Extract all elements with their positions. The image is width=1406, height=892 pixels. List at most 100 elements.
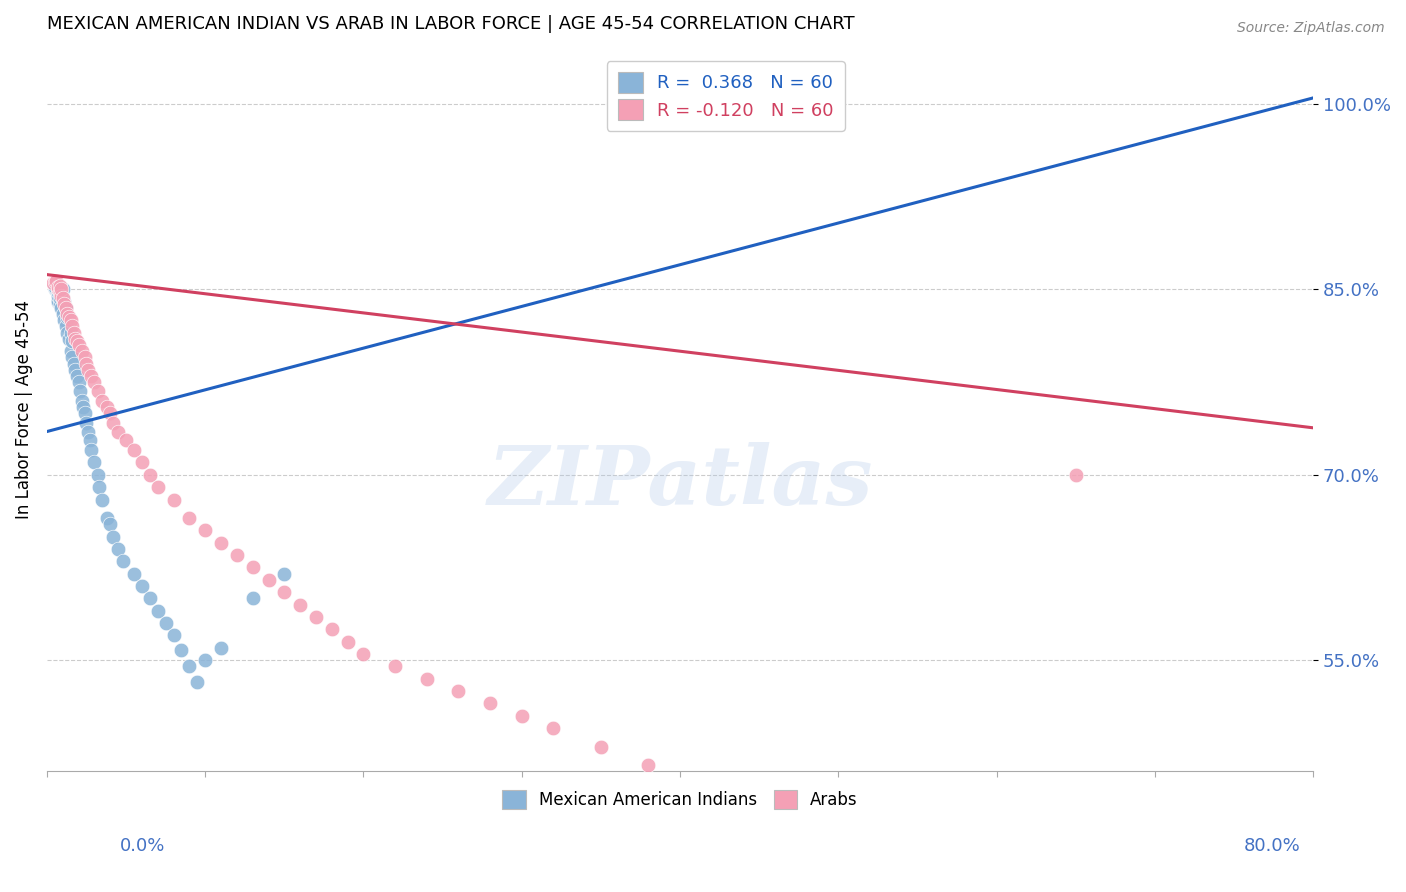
Point <box>107 541 129 556</box>
Point <box>179 659 201 673</box>
Text: Source: ZipAtlas.com: Source: ZipAtlas.com <box>1237 21 1385 35</box>
Point <box>58 310 80 324</box>
Point <box>46 282 69 296</box>
Point <box>48 291 70 305</box>
Point <box>48 285 70 299</box>
Point <box>49 301 72 315</box>
Point <box>59 344 82 359</box>
Point <box>52 291 75 305</box>
Point <box>122 566 145 581</box>
Point <box>146 480 169 494</box>
Point <box>77 363 100 377</box>
Point <box>131 579 153 593</box>
Point <box>49 285 72 299</box>
Point <box>131 455 153 469</box>
Point <box>83 375 105 389</box>
Point <box>139 591 162 606</box>
Point <box>589 739 612 754</box>
Text: 80.0%: 80.0% <box>1244 837 1301 855</box>
Point <box>139 467 162 482</box>
Point <box>58 332 80 346</box>
Point <box>60 319 83 334</box>
Point <box>53 313 76 327</box>
Point <box>46 282 69 296</box>
Point <box>53 294 76 309</box>
Point <box>194 524 217 538</box>
Point <box>96 511 118 525</box>
Point <box>353 647 375 661</box>
Legend: Mexican American Indians, Arabs: Mexican American Indians, Arabs <box>494 781 866 817</box>
Point <box>79 433 101 447</box>
Point <box>321 622 343 636</box>
Text: MEXICAN AMERICAN INDIAN VS ARAB IN LABOR FORCE | AGE 45-54 CORRELATION CHART: MEXICAN AMERICAN INDIAN VS ARAB IN LABOR… <box>46 15 855 33</box>
Point <box>44 275 66 289</box>
Point <box>52 282 75 296</box>
Point <box>62 326 84 340</box>
Point <box>115 433 138 447</box>
Point <box>83 455 105 469</box>
Point <box>59 313 82 327</box>
Point <box>288 598 311 612</box>
Point <box>98 406 121 420</box>
Point <box>44 282 66 296</box>
Point <box>162 492 184 507</box>
Point <box>273 585 295 599</box>
Point <box>96 400 118 414</box>
Point <box>70 344 93 359</box>
Point <box>77 425 100 439</box>
Point <box>194 653 217 667</box>
Point <box>46 294 69 309</box>
Point <box>52 293 75 307</box>
Point <box>73 406 96 420</box>
Point <box>67 375 90 389</box>
Point <box>107 425 129 439</box>
Point <box>65 363 87 377</box>
Point <box>48 297 70 311</box>
Point <box>55 301 77 315</box>
Point <box>60 351 83 365</box>
Point <box>543 721 565 735</box>
Point <box>86 467 108 482</box>
Point <box>53 297 76 311</box>
Point <box>72 400 94 414</box>
Point <box>1064 467 1087 482</box>
Point <box>91 492 114 507</box>
Point <box>479 697 502 711</box>
Point <box>91 393 114 408</box>
Point <box>56 326 79 340</box>
Point <box>209 535 232 549</box>
Point <box>103 530 125 544</box>
Point <box>209 640 232 655</box>
Point <box>44 281 66 295</box>
Point <box>162 628 184 642</box>
Point <box>510 708 533 723</box>
Point <box>59 326 82 340</box>
Point <box>65 332 87 346</box>
Point <box>179 511 201 525</box>
Point <box>170 643 193 657</box>
Point <box>225 548 247 562</box>
Point <box>122 443 145 458</box>
Point <box>89 480 111 494</box>
Point <box>52 307 75 321</box>
Point <box>75 357 97 371</box>
Point <box>48 278 70 293</box>
Point <box>42 277 65 291</box>
Text: 0.0%: 0.0% <box>120 837 165 855</box>
Point <box>146 604 169 618</box>
Point <box>46 293 69 308</box>
Point <box>98 517 121 532</box>
Point <box>56 307 79 321</box>
Point <box>242 560 264 574</box>
Point <box>55 301 77 315</box>
Point <box>67 338 90 352</box>
Point <box>46 288 69 302</box>
Point <box>56 310 79 324</box>
Point <box>45 274 67 288</box>
Point <box>46 280 69 294</box>
Point <box>416 672 439 686</box>
Point <box>70 393 93 408</box>
Point <box>75 416 97 430</box>
Point <box>447 684 470 698</box>
Point <box>384 659 406 673</box>
